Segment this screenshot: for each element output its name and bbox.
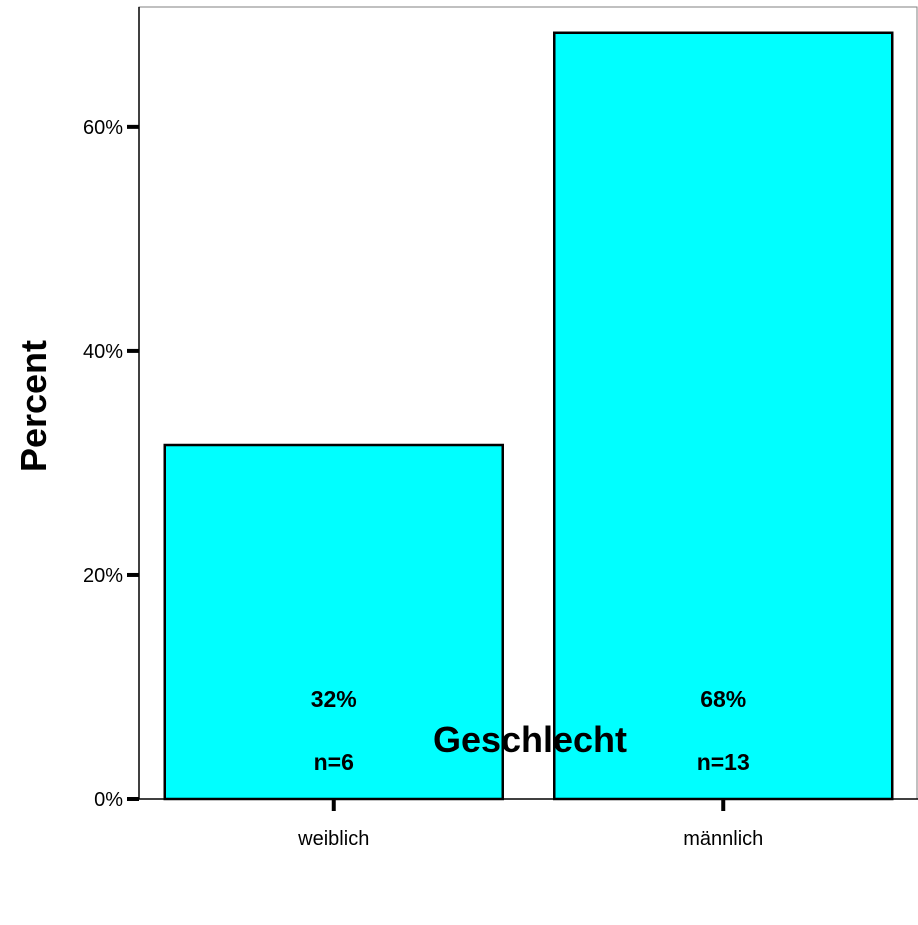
y-tick-label: 0% (94, 789, 123, 811)
x-axis-title: Geschlecht (433, 719, 627, 760)
data-labels: 32% n=6 68% n=13 (311, 686, 750, 775)
bars (163, 31, 894, 801)
percent-label: 32% (311, 686, 357, 712)
bar (163, 443, 504, 801)
axes: 0% 20% 40% 60% weiblich männlich (83, 6, 918, 850)
y-axis-title: Percent (13, 340, 54, 472)
x-tick-label: weiblich (297, 828, 369, 850)
count-label: n=6 (314, 749, 354, 775)
y-tick-label: 60% (83, 117, 123, 139)
bar (553, 31, 894, 801)
y-tick-label: 40% (83, 341, 123, 363)
y-tick-label: 20% (83, 565, 123, 587)
percent-label: 68% (700, 686, 746, 712)
x-tick-label: männlich (683, 828, 763, 850)
count-label: n=13 (697, 749, 750, 775)
